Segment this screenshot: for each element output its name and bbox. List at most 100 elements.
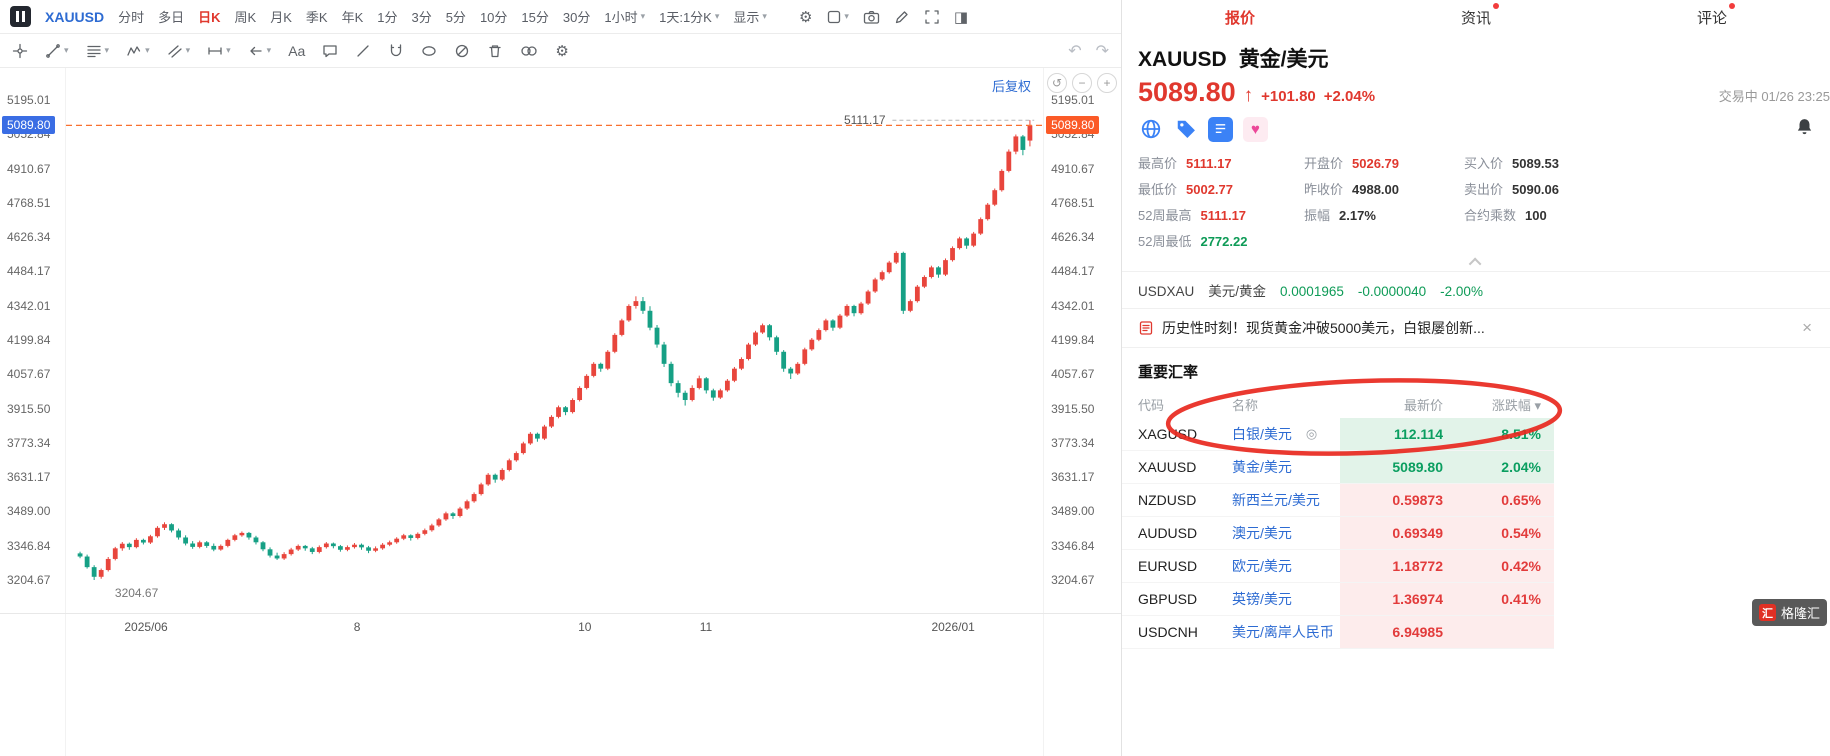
stat-label: 卖出价 bbox=[1464, 181, 1504, 197]
crosshair-tool[interactable] bbox=[12, 43, 28, 59]
indicator-settings-button[interactable]: ⚙ bbox=[799, 8, 812, 26]
stat-振幅: 振幅 2.17% bbox=[1304, 205, 1456, 224]
price-tick: 4342.01 bbox=[7, 298, 51, 313]
rate-row-USDCNH[interactable]: USDCNH 美元/离岸人民币 6.94985 bbox=[1122, 615, 1554, 650]
trendline-tool[interactable]: ▾ bbox=[45, 43, 69, 59]
stat-label: 昨收价 bbox=[1304, 181, 1344, 197]
timeframe-15分[interactable]: 15分 bbox=[521, 10, 549, 25]
inverse-rate-row[interactable]: USDXAU 美元/黄金 0.0001965 -0.0000040 -2.00% bbox=[1122, 270, 1830, 308]
tab-资讯[interactable]: 资讯 bbox=[1461, 2, 1499, 28]
time-axis[interactable]: 2025/06 8 10 11 2026/01 bbox=[66, 614, 1043, 638]
rate-name-link[interactable]: 美元/离岸人民币 bbox=[1232, 624, 1334, 641]
timeframe-季K[interactable]: 季K bbox=[305, 10, 328, 25]
display-label: 显示 bbox=[733, 10, 760, 25]
trash-icon bbox=[489, 44, 501, 57]
display-dropdown[interactable]: 显示 ▾ bbox=[733, 7, 767, 26]
rate-row-XAGUSD[interactable]: XAGUSD 白银/美元 ◎ 112.114 8.51% bbox=[1122, 417, 1554, 452]
zoom-in-button[interactable]: + bbox=[1097, 73, 1118, 93]
timeframe-3分[interactable]: 3分 bbox=[411, 10, 432, 25]
chart-plot-area[interactable]: 5111.17 3204.67 后复权 2025/06 8 10 11 2026/01 bbox=[65, 68, 1044, 756]
hour-interval-dropdown[interactable]: 1小时 ▾ bbox=[604, 7, 645, 26]
rate-row-AUDUSD[interactable]: AUDUSD 澳元/美元 0.69349 0.54% bbox=[1122, 516, 1554, 551]
price-axis-left[interactable]: 5195.015052.844910.674768.514626.344484.… bbox=[0, 68, 66, 756]
quote-stats: 最高价 5111.17 开盘价 5026.79 买入价 5089.53 最低价 5002.77… bbox=[1122, 148, 1830, 254]
rate-name-link[interactable]: 欧元/美元 bbox=[1232, 558, 1292, 575]
timeframe-日K[interactable]: 日K bbox=[198, 10, 221, 25]
tag-button[interactable] bbox=[1173, 117, 1198, 142]
text-tool[interactable]: Aa bbox=[288, 42, 306, 59]
app-logo[interactable] bbox=[10, 6, 31, 27]
rate-code: XAUUSD bbox=[1122, 450, 1216, 485]
zoom-out-button[interactable]: − bbox=[1072, 73, 1093, 93]
candlestick-chart[interactable]: 5195.015052.844910.674768.514626.344484.… bbox=[0, 68, 1121, 756]
timeframe-周K[interactable]: 周K bbox=[234, 10, 257, 25]
symbol-selector[interactable]: XAUUSD bbox=[45, 8, 105, 25]
timeframe-30分[interactable]: 30分 bbox=[562, 10, 591, 25]
rate-name-link[interactable]: 白银/美元 bbox=[1232, 425, 1292, 442]
undo-button[interactable]: ↶ bbox=[1068, 42, 1082, 60]
snapshot-button[interactable] bbox=[863, 9, 880, 25]
wave-pattern-tool[interactable]: ▾ bbox=[126, 43, 150, 59]
rate-row-EURUSD[interactable]: EURUSD 欧元/美元 1.18772 0.42% bbox=[1122, 549, 1554, 584]
price-tick: 4910.67 bbox=[1051, 161, 1095, 176]
timeframe-5分[interactable]: 5分 bbox=[445, 10, 466, 25]
layout-dropdown[interactable]: ▾ bbox=[826, 9, 849, 25]
stat-value: 5026.79 bbox=[1352, 155, 1400, 171]
tab-报价[interactable]: 报价 bbox=[1224, 9, 1255, 27]
price-change-pct: +2.04% bbox=[1323, 88, 1376, 105]
range-interval-dropdown[interactable]: 1天:1分K ▾ bbox=[659, 7, 719, 26]
brush-tool[interactable] bbox=[355, 43, 371, 59]
compare-tool[interactable] bbox=[520, 43, 538, 59]
panel-toggle-button[interactable]: ◨ bbox=[954, 8, 968, 26]
reset-zoom-button[interactable]: ↺ bbox=[1047, 73, 1068, 93]
close-icon[interactable]: × bbox=[1802, 317, 1812, 337]
timeframe-10分[interactable]: 10分 bbox=[479, 10, 508, 25]
delete-drawings-tool[interactable] bbox=[487, 43, 503, 59]
rate-row-XAUUSD[interactable]: XAUUSD 黄金/美元 5089.80 2.04% bbox=[1122, 450, 1554, 485]
market-button[interactable] bbox=[1138, 117, 1163, 142]
rate-name-link[interactable]: 英镑/美元 bbox=[1232, 591, 1292, 608]
arrow-tool[interactable]: ▾ bbox=[248, 43, 271, 59]
stat-最低价: 最低价 5002.77 bbox=[1138, 179, 1296, 198]
price-row: 5089.80 ↑ +101.80 +2.04% 交易中 01/26 23:25 bbox=[1122, 73, 1830, 108]
rate-row-NZDUSD[interactable]: NZDUSD 新西兰元/美元 0.59873 0.65% bbox=[1122, 483, 1554, 518]
price-axis-right[interactable]: ↺ − + 5195.015052.844910.674768.514626.3… bbox=[1043, 68, 1121, 756]
column-header-涨跌幅[interactable]: 涨跌幅 ▾ bbox=[1491, 397, 1541, 413]
memo-button[interactable] bbox=[1208, 116, 1233, 142]
channel-tool[interactable]: ▾ bbox=[167, 43, 190, 59]
collapse-button[interactable] bbox=[1122, 254, 1830, 271]
trendline-icon bbox=[46, 43, 60, 58]
timeframe-年K[interactable]: 年K bbox=[341, 10, 364, 25]
measure-tool[interactable]: ▾ bbox=[207, 43, 231, 59]
redo-button[interactable]: ↷ bbox=[1095, 42, 1109, 60]
stat-value: 4988.00 bbox=[1352, 181, 1400, 197]
rate-name-link[interactable]: 黄金/美元 bbox=[1232, 459, 1292, 476]
tab-评论[interactable]: 评论 bbox=[1697, 2, 1735, 28]
stat-label: 52周最低 bbox=[1138, 233, 1192, 249]
rate-name-link[interactable]: 澳元/美元 bbox=[1232, 525, 1292, 542]
timeframe-月K[interactable]: 月K bbox=[270, 10, 292, 25]
brush-line-icon bbox=[357, 44, 369, 57]
magnet-tool[interactable] bbox=[388, 43, 404, 59]
timeframe-分时[interactable]: 分时 bbox=[118, 10, 145, 25]
fibonacci-tool[interactable]: ▾ bbox=[86, 43, 109, 59]
comment-tool[interactable] bbox=[322, 43, 338, 59]
alert-button[interactable] bbox=[1795, 117, 1814, 141]
fullscreen-button[interactable] bbox=[924, 9, 940, 25]
timeframe-多日[interactable]: 多日 bbox=[158, 10, 185, 25]
ellipse-tool[interactable] bbox=[421, 43, 437, 59]
rate-code: XAGUSD bbox=[1122, 417, 1216, 452]
locate-target-icon[interactable]: ◎ bbox=[1305, 425, 1318, 441]
draw-button[interactable] bbox=[894, 9, 910, 25]
hide-drawings-tool[interactable] bbox=[454, 43, 470, 59]
favorite-button[interactable]: ♥ bbox=[1243, 116, 1268, 142]
price-adjust-toggle[interactable]: 后复权 bbox=[992, 79, 1032, 94]
rate-name-link[interactable]: 新西兰元/美元 bbox=[1232, 492, 1320, 509]
stat-label: 买入价 bbox=[1464, 155, 1504, 171]
rate-change-pct: 2.04% bbox=[1456, 450, 1554, 485]
rate-row-GBPUSD[interactable]: GBPUSD 英镑/美元 1.36974 0.41% bbox=[1122, 582, 1554, 617]
news-headline[interactable]: 历史性时刻！现货黄金冲破5000美元，白银屡创新... bbox=[1162, 319, 1485, 336]
magnet-icon bbox=[391, 43, 402, 56]
chart-settings-button[interactable]: ⚙ bbox=[555, 42, 568, 60]
timeframe-1分[interactable]: 1分 bbox=[377, 10, 398, 25]
